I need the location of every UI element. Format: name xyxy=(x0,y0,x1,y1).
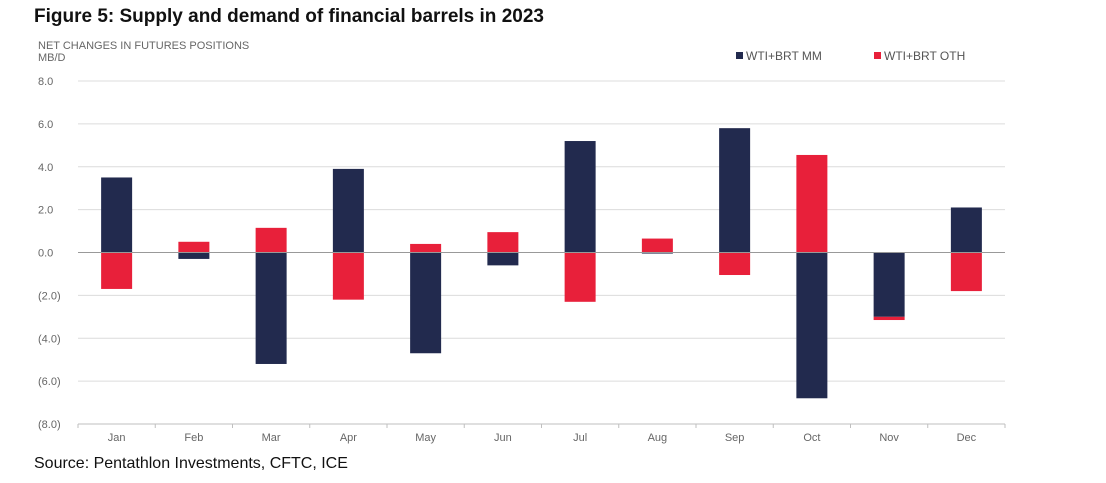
legend-label-oth: WTI+BRT OTH xyxy=(884,49,965,63)
legend-swatch-mm xyxy=(736,52,743,59)
bar-mm-jun xyxy=(487,252,519,266)
bar-mm-jan xyxy=(101,177,133,253)
x-tick-label-jun: Jun xyxy=(494,432,512,444)
x-tick-label-dec: Dec xyxy=(957,432,977,444)
bar-mm-mar xyxy=(255,252,287,364)
bars xyxy=(101,128,982,399)
y-tick-label: (4.0) xyxy=(38,333,61,345)
source-note: Source: Pentathlon Investments, CFTC, IC… xyxy=(34,455,348,472)
bar-oth-aug xyxy=(641,238,673,253)
x-tick-label-sep: Sep xyxy=(725,432,745,444)
bar-oth-dec xyxy=(950,252,982,292)
bar-oth-may xyxy=(410,243,442,253)
bar-oth-jan xyxy=(101,252,133,289)
y-tick-label: 4.0 xyxy=(38,162,53,174)
bar-mm-apr xyxy=(332,168,364,253)
x-tick-label-jan: Jan xyxy=(108,432,126,444)
x-tick-label-mar: Mar xyxy=(262,432,281,444)
x-tick-label-nov: Nov xyxy=(879,432,899,444)
bar-mm-may xyxy=(410,252,442,354)
bar-oth-nov xyxy=(873,316,905,321)
y-tick-label: (8.0) xyxy=(38,419,61,431)
bar-oth-feb xyxy=(178,241,210,253)
x-tick-label-feb: Feb xyxy=(184,432,203,444)
y-axis-ticks: 8.0 6.0 4.0 2.0 0.0 (2.0) (4.0) (6.0) (8.0) xyxy=(38,76,61,431)
bar-oth-jun xyxy=(487,232,519,253)
y-tick-label: 8.0 xyxy=(38,76,53,88)
x-tick-label-oct: Oct xyxy=(803,432,820,444)
y-tick-label: 6.0 xyxy=(38,119,53,131)
y-axis-label-line1: NET CHANGES IN FUTURES POSITIONS xyxy=(38,40,249,52)
x-tick-label-jul: Jul xyxy=(573,432,587,444)
chart-title: Figure 5: Supply and demand of financial… xyxy=(34,6,544,27)
legend: WTI+BRT MM WTI+BRT OTH xyxy=(736,49,965,63)
legend-label-mm: WTI+BRT MM xyxy=(746,49,822,63)
y-tick-label: (2.0) xyxy=(38,290,61,302)
bar-oth-sep xyxy=(719,252,751,276)
bar-mm-nov xyxy=(873,252,905,317)
bar-oth-mar xyxy=(255,227,287,253)
bar-mm-sep xyxy=(719,128,751,253)
bar-mm-oct xyxy=(796,252,828,399)
y-tick-label: (6.0) xyxy=(38,376,61,388)
bar-oth-jul xyxy=(564,252,596,302)
bar-mm-dec xyxy=(950,207,982,253)
bar-mm-feb xyxy=(178,252,210,259)
y-tick-label: 2.0 xyxy=(38,205,53,217)
bar-mm-jul xyxy=(564,141,596,253)
y-tick-label: 0.0 xyxy=(38,248,53,260)
x-tick-label-aug: Aug xyxy=(648,432,668,444)
x-tick-label-may: May xyxy=(415,432,436,444)
x-axis: Jan Feb Mar Apr May Jun Jul Aug Sep Oct Nov Dec xyxy=(77,252,1006,444)
x-tick-label-apr: Apr xyxy=(340,432,357,444)
bar-oth-oct xyxy=(796,154,828,253)
legend-swatch-oth xyxy=(874,52,881,59)
bar-oth-apr xyxy=(332,252,364,300)
bar-mm-aug xyxy=(641,252,673,254)
y-axis-label-line2: MB/D xyxy=(38,52,66,64)
